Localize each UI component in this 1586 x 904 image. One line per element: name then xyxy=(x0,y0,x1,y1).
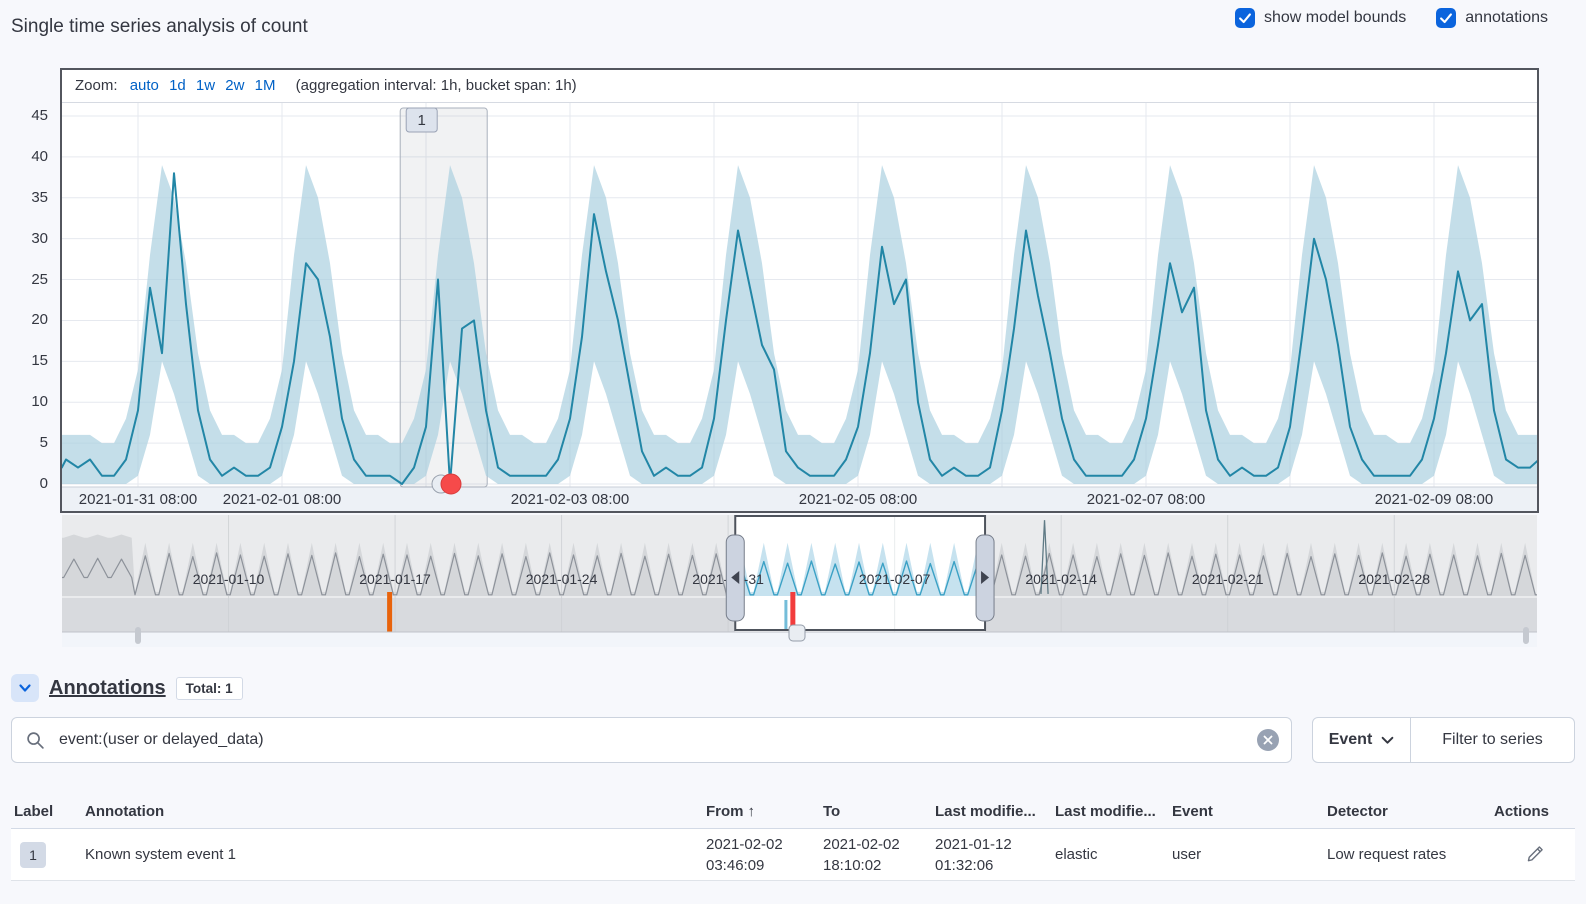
event-filter-label: Event xyxy=(1329,731,1373,749)
x-axis-tick-label: 2021-01-31 08:00 xyxy=(79,491,197,508)
y-axis-tick-label: 5 xyxy=(0,433,48,453)
y-axis-tick-label: 20 xyxy=(0,310,48,330)
clear-search-button[interactable] xyxy=(1257,729,1279,751)
x-axis-tick-label: 2021-02-05 08:00 xyxy=(799,491,917,508)
collapse-annotations-button[interactable] xyxy=(11,674,39,702)
close-icon xyxy=(1263,735,1273,745)
zoom-option-1d[interactable]: 1d xyxy=(169,77,186,94)
annotations-total-badge: Total: 1 xyxy=(176,677,243,700)
x-axis-tick-label: 2021-02-03 08:00 xyxy=(511,491,629,508)
column-header-from[interactable]: From↑ xyxy=(706,803,823,820)
annotation-marker-secondary[interactable] xyxy=(784,600,787,630)
annotation-last-modified-date: 2021-01-1201:32:06 xyxy=(935,834,1055,876)
column-header-to[interactable]: To xyxy=(823,803,935,820)
column-header-actions: Actions xyxy=(1494,803,1575,820)
show-model-bounds-checkbox[interactable]: show model bounds xyxy=(1235,8,1406,28)
focus-chart[interactable]: 1 2021-01-31 08:00 2021-02-01 08:00 2021-02… xyxy=(62,103,1537,511)
annotations-search-input[interactable] xyxy=(57,730,1257,750)
column-header-event[interactable]: Event xyxy=(1172,803,1327,820)
annotation-from: 2021-02-0203:46:09 xyxy=(706,834,823,876)
context-axis-tick-label: 2021-02-07 xyxy=(859,571,931,587)
y-axis-tick-label: 30 xyxy=(0,229,48,249)
y-axis-tick-label: 25 xyxy=(0,270,48,290)
zoom-option-2w[interactable]: 2w xyxy=(225,77,244,94)
context-chart[interactable]: 2021-01-102021-01-172021-01-242021-01-31… xyxy=(62,515,1537,647)
annotations-toolbar: Event Filter to series xyxy=(11,717,1575,763)
annotations-search-box[interactable] xyxy=(11,717,1292,763)
column-header-detector[interactable]: Detector xyxy=(1327,803,1494,820)
annotation-last-modified-by: elastic xyxy=(1055,846,1172,863)
zoom-option-1w[interactable]: 1w xyxy=(196,77,215,94)
brush-handle-right[interactable] xyxy=(976,535,994,621)
zoom-option-auto[interactable]: auto xyxy=(130,77,159,94)
x-axis-tick-label: 2021-02-09 08:00 xyxy=(1375,491,1493,508)
event-filter-dropdown[interactable]: Event xyxy=(1313,718,1411,762)
annotation-text: Known system event 1 xyxy=(85,846,706,863)
context-axis-tick-label: 2021-01-17 xyxy=(359,571,431,587)
delayed-data-marker[interactable] xyxy=(387,592,392,632)
edit-annotation-button[interactable] xyxy=(1526,843,1545,866)
checkbox-checked-icon[interactable] xyxy=(1436,8,1456,28)
context-axis-tick-label: 2021-02-14 xyxy=(1025,571,1097,587)
y-axis-tick-label: 0 xyxy=(0,474,48,494)
annotations-table: Label Annotation From↑ To Last modifie..… xyxy=(11,795,1575,881)
annotation-band-label: 1 xyxy=(418,112,426,129)
annotation-detector: Low request rates xyxy=(1327,846,1494,863)
x-axis-tick-label: 2021-02-01 08:00 xyxy=(223,491,341,508)
search-icon xyxy=(26,731,45,750)
chevron-down-icon xyxy=(1381,736,1394,745)
annotations-header: Annotations Total: 1 xyxy=(11,674,243,702)
anomaly-marker[interactable] xyxy=(441,474,461,494)
y-axis-tick-label: 45 xyxy=(0,106,48,126)
pencil-icon xyxy=(1526,843,1545,862)
column-header-annotation[interactable]: Annotation xyxy=(85,803,706,820)
page-title: Single time series analysis of count xyxy=(11,16,308,38)
checkbox-checked-icon[interactable] xyxy=(1235,8,1255,28)
annotations-title: Annotations xyxy=(49,677,166,700)
annotation-to: 2021-02-0218:10:02 xyxy=(823,834,935,876)
column-header-last-modified-date[interactable]: Last modifie... xyxy=(935,803,1055,820)
column-header-label[interactable]: Label xyxy=(11,803,85,820)
y-axis-tick-label: 40 xyxy=(0,147,48,167)
table-row: 1 Known system event 1 2021-02-0203:46:0… xyxy=(11,829,1575,881)
zoom-option-1M[interactable]: 1M xyxy=(255,77,276,94)
scrollbar-handle-left[interactable] xyxy=(135,627,141,644)
x-axis-tick-label: 2021-02-07 08:00 xyxy=(1087,491,1205,508)
zoom-label: Zoom: xyxy=(75,77,118,94)
scrollbar-handle-right[interactable] xyxy=(1523,627,1529,644)
y-axis-tick-label: 10 xyxy=(0,392,48,412)
annotation-label-badge: 1 xyxy=(20,842,46,868)
aggregation-note: (aggregation interval: 1h, bucket span: … xyxy=(296,77,577,94)
context-axis-tick-label: 2021-01-10 xyxy=(193,571,265,587)
filter-to-series-button[interactable]: Filter to series xyxy=(1411,718,1574,762)
context-axis-tick-label: 2021-01-24 xyxy=(526,571,598,587)
show-model-bounds-label: show model bounds xyxy=(1264,9,1406,27)
timeseries-chart-frame: Zoom: auto 1d 1w 2w 1M (aggregation inte… xyxy=(60,68,1539,513)
model-bounds-area xyxy=(62,165,1537,484)
column-header-last-modified-by[interactable]: Last modifie... xyxy=(1055,803,1172,820)
y-axis-labels: 0 5 10 15 20 25 30 35 40 45 xyxy=(0,0,50,520)
chart-options: show model bounds annotations xyxy=(1235,8,1548,28)
sort-ascending-icon: ↑ xyxy=(748,803,756,820)
y-axis-tick-label: 35 xyxy=(0,188,48,208)
context-axis-tick-label: 2021-02-21 xyxy=(1192,571,1264,587)
context-axis-tick-label: 2021-02-28 xyxy=(1358,571,1430,587)
annotation-event: user xyxy=(1172,846,1327,863)
brush-handle-left[interactable] xyxy=(726,535,744,621)
chevron-down-icon xyxy=(16,679,34,697)
y-axis-tick-label: 15 xyxy=(0,351,48,371)
annotations-filter-group: Event Filter to series xyxy=(1312,717,1575,763)
table-header-row: Label Annotation From↑ To Last modifie..… xyxy=(11,795,1575,829)
swimlane-brush-grip[interactable] xyxy=(789,625,805,641)
zoom-controls: Zoom: auto 1d 1w 2w 1M (aggregation inte… xyxy=(62,70,1537,103)
annotations-label: annotations xyxy=(1465,9,1548,27)
annotations-checkbox[interactable]: annotations xyxy=(1436,8,1548,28)
